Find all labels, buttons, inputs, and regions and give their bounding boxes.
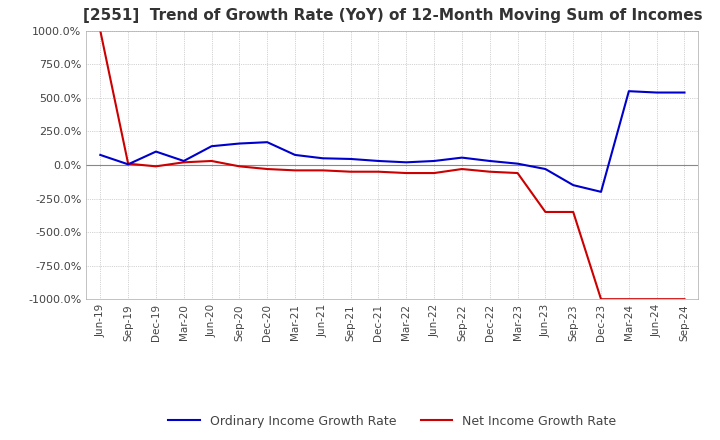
Ordinary Income Growth Rate	[485, 158, 494, 164]
Ordinary Income Growth Rate	[402, 160, 410, 165]
Ordinary Income Growth Rate	[541, 166, 550, 172]
Net Income Growth Rate	[513, 170, 522, 176]
Net Income Growth Rate	[263, 166, 271, 172]
Net Income Growth Rate	[374, 169, 383, 174]
Ordinary Income Growth Rate	[513, 161, 522, 166]
Net Income Growth Rate	[485, 169, 494, 174]
Net Income Growth Rate	[680, 297, 689, 302]
Ordinary Income Growth Rate	[291, 152, 300, 158]
Net Income Growth Rate	[179, 160, 188, 165]
Net Income Growth Rate	[96, 28, 104, 33]
Ordinary Income Growth Rate	[569, 183, 577, 188]
Ordinary Income Growth Rate	[374, 158, 383, 164]
Ordinary Income Growth Rate	[152, 149, 161, 154]
Ordinary Income Growth Rate	[179, 158, 188, 164]
Net Income Growth Rate	[318, 168, 327, 173]
Net Income Growth Rate	[430, 170, 438, 176]
Title: [2551]  Trend of Growth Rate (YoY) of 12-Month Moving Sum of Incomes: [2551] Trend of Growth Rate (YoY) of 12-…	[83, 7, 702, 23]
Net Income Growth Rate	[541, 209, 550, 215]
Net Income Growth Rate	[152, 164, 161, 169]
Net Income Growth Rate	[346, 169, 355, 174]
Net Income Growth Rate	[402, 170, 410, 176]
Ordinary Income Growth Rate	[318, 156, 327, 161]
Ordinary Income Growth Rate	[124, 161, 132, 167]
Net Income Growth Rate	[624, 297, 633, 302]
Net Income Growth Rate	[569, 209, 577, 215]
Ordinary Income Growth Rate	[624, 88, 633, 94]
Net Income Growth Rate	[207, 158, 216, 164]
Ordinary Income Growth Rate	[458, 155, 467, 160]
Ordinary Income Growth Rate	[680, 90, 689, 95]
Net Income Growth Rate	[652, 297, 661, 302]
Net Income Growth Rate	[458, 166, 467, 172]
Ordinary Income Growth Rate	[96, 152, 104, 158]
Ordinary Income Growth Rate	[346, 156, 355, 161]
Legend: Ordinary Income Growth Rate, Net Income Growth Rate: Ordinary Income Growth Rate, Net Income …	[163, 410, 621, 433]
Net Income Growth Rate	[597, 297, 606, 302]
Ordinary Income Growth Rate	[597, 189, 606, 194]
Ordinary Income Growth Rate	[652, 90, 661, 95]
Line: Ordinary Income Growth Rate: Ordinary Income Growth Rate	[100, 91, 685, 192]
Ordinary Income Growth Rate	[263, 139, 271, 145]
Net Income Growth Rate	[124, 161, 132, 166]
Ordinary Income Growth Rate	[235, 141, 243, 146]
Net Income Growth Rate	[291, 168, 300, 173]
Ordinary Income Growth Rate	[207, 143, 216, 149]
Ordinary Income Growth Rate	[430, 158, 438, 164]
Line: Net Income Growth Rate: Net Income Growth Rate	[100, 31, 685, 299]
Net Income Growth Rate	[235, 164, 243, 169]
